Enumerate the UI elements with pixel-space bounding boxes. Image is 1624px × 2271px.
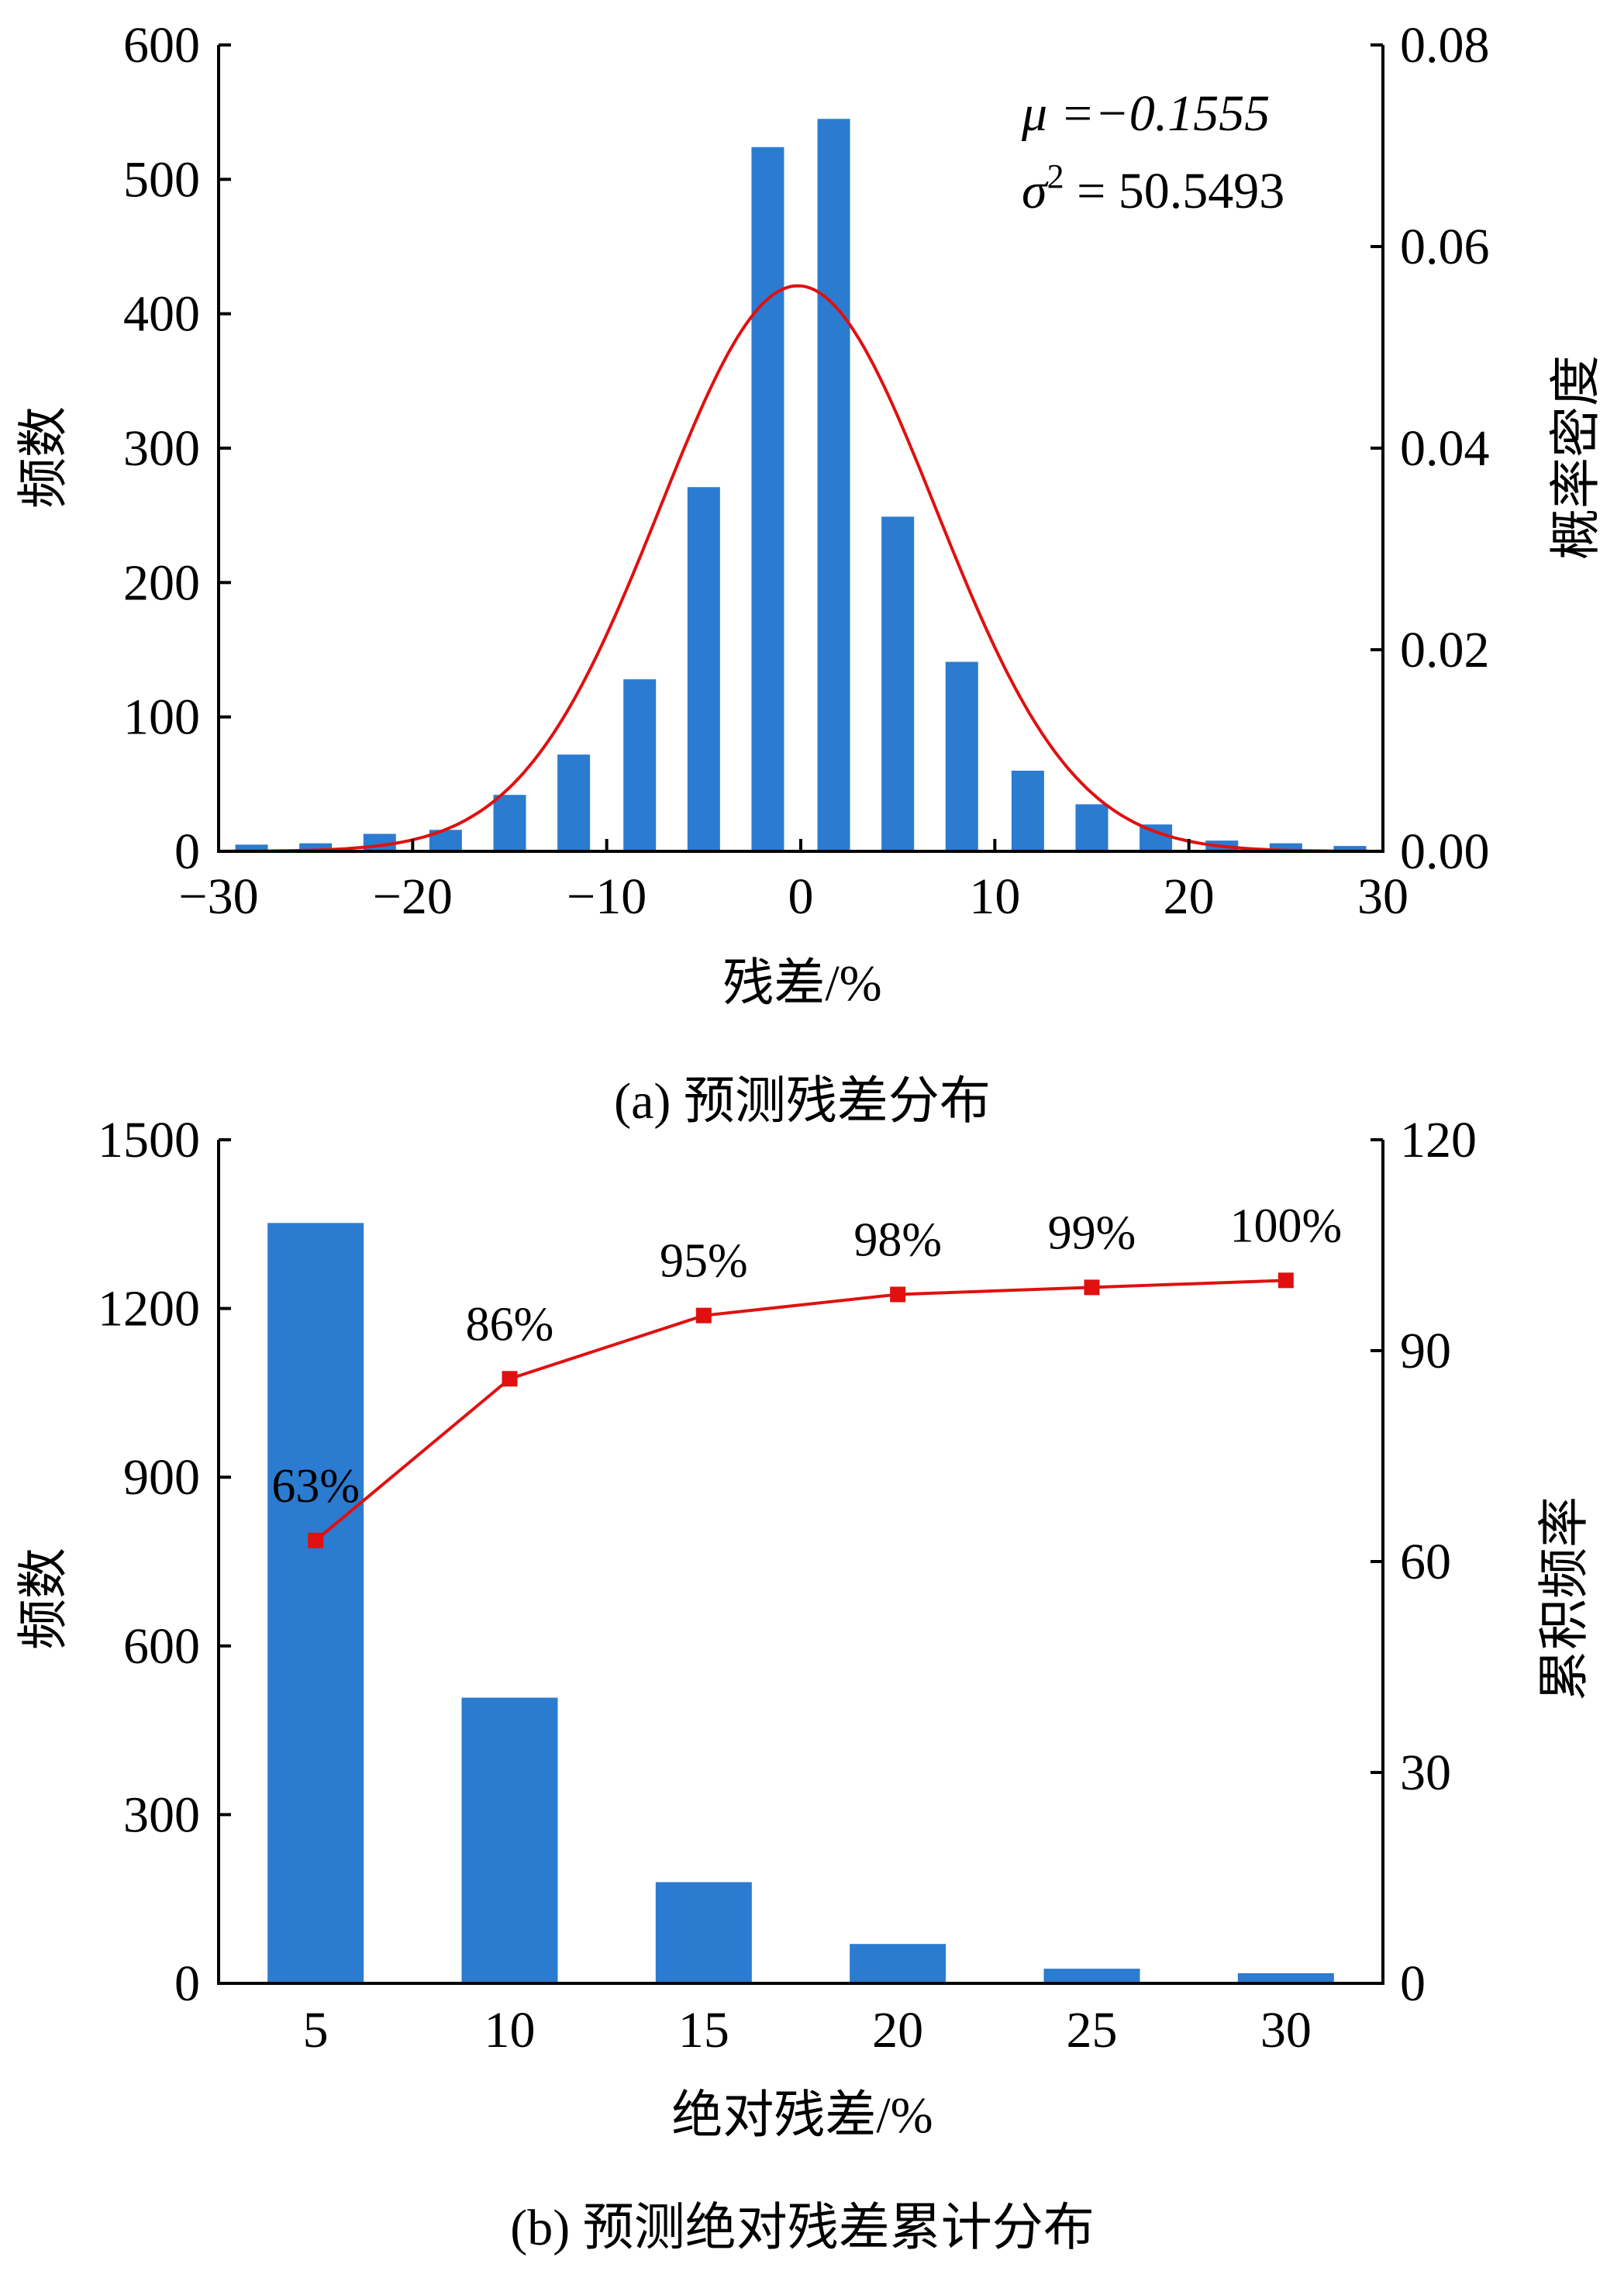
cumulative-frequency-line [314,1279,1286,1542]
frequency-bar [655,1882,752,1983]
chart-b-caption: (b) 预测绝对残差累计分布 [510,2200,1094,2256]
cumulative-marker [1084,1279,1100,1296]
y-tick-label: 1200 [98,1281,200,1337]
cumulative-marker [502,1371,518,1387]
chart-a-axes: 01002003004005006000.000.020.040.060.08−… [123,17,1490,925]
y-tick-label: 1500 [98,1112,200,1168]
y2-tick-label: 0 [1400,1955,1426,2012]
x-tick-label: −30 [178,868,258,925]
histogram-bar [1333,846,1367,851]
absolute-residual-bars [267,1223,1334,1983]
x-tick-label: 15 [678,2002,729,2059]
x-tick-label: 5 [303,2002,329,2059]
cumulative-marker [695,1307,712,1324]
y2-tick-label: 0.04 [1400,420,1490,477]
histogram-bar [557,754,591,851]
x-tick-label: 0 [788,868,814,925]
y-tick-label: 100 [123,689,200,746]
sigma-superscript: 2 [1047,157,1064,195]
histogram-bar [235,844,268,851]
chart-b-axes: 0 300 600 900 1200 1500 0 30 60 90 120 5 10 15 20 25 30 [98,1112,1477,2059]
chart-b-y-axis-title: 频数 [16,1548,72,1650]
histogram-bar [623,679,657,851]
cumulative-percent-label: 99% [1048,1206,1136,1259]
y2-tick-label: 60 [1400,1534,1451,1590]
y2-tick-label: 90 [1400,1323,1451,1379]
chart-a-x-axis-title: 残差/% [722,955,881,1012]
y-tick-label: 500 [123,151,200,208]
cumulative-percent-label: 98% [853,1213,942,1266]
histogram-bar [687,487,720,851]
frequency-bar [1237,1972,1334,1983]
sigma-value: = 50.5493 [1064,163,1285,219]
x-tick-label: 10 [969,868,1020,925]
y2-tick-label: 30 [1400,1745,1451,1801]
sigma-symbol: σ [1022,163,1049,219]
chart-b-axis-frame [217,1140,1384,1985]
y-tick-label: 600 [123,1618,200,1675]
y-tick-label: 300 [123,1786,200,1843]
y2-tick-label: 0.00 [1400,823,1490,880]
sigma-annotation: σ2 = 50.5493 [1022,157,1284,219]
histogram-bar [299,843,333,851]
histogram-bar [945,661,978,851]
y-tick-label: 600 [123,17,200,74]
chart-a-y-axis-title: 频数 [16,406,72,509]
normal-density-curve [219,284,1383,853]
cumulative-marker [308,1532,324,1548]
chart-a-y2-axis-title: 概率密度 [1548,355,1605,560]
x-tick-label: 25 [1067,2002,1118,2059]
frequency-bar [850,1944,946,1983]
cumulative-markers [308,1272,1294,1548]
histogram-bar [1011,771,1044,851]
x-tick-label: 30 [1357,868,1409,925]
y-tick-label: 400 [123,286,200,343]
mu-annotation: μ =−0.1555 [1021,85,1270,142]
cumulative-distribution-chart: 63% 86% 95% 98% 99% 100% 0 300 600 900 1200 1500 0 3… [16,1112,1593,2256]
cumulative-percent-labels: 63% 86% 95% 98% 99% 100% [271,1199,1342,1512]
cumulative-marker [1277,1272,1294,1289]
frequency-bar [1043,1969,1140,1983]
x-tick-label: 20 [872,2002,923,2059]
y-tick-label: 0 [174,823,200,880]
cumulative-percent-label: 95% [660,1235,748,1288]
histogram-bar [751,147,784,851]
x-tick-label: 20 [1164,868,1215,925]
y2-tick-label: 0.02 [1400,622,1490,678]
x-tick-label: 30 [1260,2002,1312,2059]
chart-b-x-axis-title: 绝对残差/% [671,2087,933,2144]
cumulative-percent-label: 63% [271,1460,360,1513]
frequency-bar [267,1223,364,1983]
x-tick-label: −20 [373,868,453,925]
x-tick-label: 10 [484,2002,536,2059]
histogram-bar [881,516,915,851]
cumulative-percent-label: 86% [466,1298,554,1351]
y2-tick-label: 120 [1400,1112,1477,1168]
y2-tick-label: 0.08 [1400,17,1490,74]
y-tick-label: 900 [123,1449,200,1506]
histogram-bar [1075,804,1109,851]
y-tick-label: 200 [123,554,200,611]
residual-histogram-bars [235,119,1367,852]
histogram-bar [817,119,850,852]
y-tick-label: 300 [123,420,200,477]
cumulative-percent-label: 100% [1230,1199,1343,1252]
chart-b-y2-axis-title: 累积频率 [1536,1496,1593,1701]
histogram-bar [493,795,526,851]
frequency-bar [461,1697,558,1983]
cumulative-marker [890,1286,906,1303]
y-tick-label: 0 [174,1955,200,2012]
histogram-bar [1269,843,1302,851]
chart-a-caption: (a) 预测残差分布 [614,1073,991,1130]
residual-distribution-chart: 01002003004005006000.000.020.040.060.08−… [16,17,1605,1130]
y2-tick-label: 0.06 [1400,219,1490,275]
x-tick-label: −10 [567,868,646,925]
